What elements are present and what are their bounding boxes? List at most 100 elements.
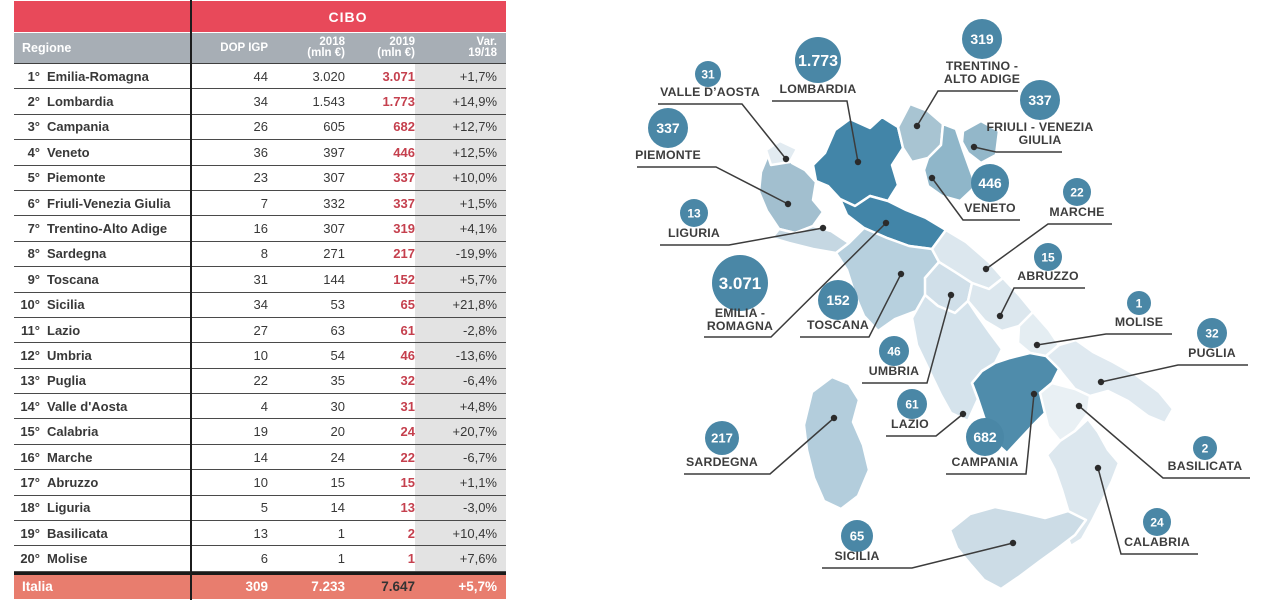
- region-name: Umbria: [47, 347, 92, 363]
- region-anchor-dot: [970, 143, 978, 151]
- leader-line: [916, 90, 1018, 127]
- leader-line: [822, 542, 1014, 569]
- table-row: 20° Molise 6 1 1 +7,6%: [14, 546, 506, 572]
- region-rank: 17°: [20, 474, 40, 490]
- region-name-cell: 2° Lombardia: [14, 89, 190, 113]
- dop-igp-count: 22: [253, 373, 268, 389]
- region-name-cell: 19° Basilicata: [14, 521, 190, 545]
- bubble-value: 13: [687, 206, 701, 220]
- region-rank: 11°: [21, 322, 40, 338]
- region-rank: 13°: [20, 373, 40, 389]
- bubble-value: 15: [1041, 250, 1055, 264]
- dop-igp-count: 7: [260, 195, 268, 211]
- map-callout-marche: 22 MARCHE: [982, 178, 1112, 273]
- value-2019: 46: [400, 347, 415, 363]
- region-name-cell: 10° Sicilia: [14, 293, 190, 317]
- value-2018: 1.543: [312, 94, 345, 110]
- value-2019: 2: [407, 525, 415, 541]
- value-bubble: [1143, 508, 1171, 536]
- region-label: CAMPANIA: [952, 455, 1019, 469]
- bubble-value: 24: [1150, 515, 1164, 529]
- ranking-table: CIBO Regione DOP IGP 2018 (mln €) 2019 (ml…: [14, 0, 506, 600]
- total-label: Italia: [22, 579, 53, 595]
- region-label: TOSCANA: [807, 318, 869, 332]
- value-2018: 397: [323, 144, 345, 160]
- region-label: GIULIA: [1019, 133, 1062, 147]
- region-label: CALABRIA: [1124, 535, 1190, 549]
- value-bubble: [680, 199, 708, 227]
- bubble-value: 61: [905, 397, 919, 411]
- dop-igp-count: 10: [253, 474, 268, 490]
- region-rank: 9°: [27, 271, 40, 287]
- value-2019: 337: [393, 170, 415, 186]
- region-anchor-dot: [1097, 378, 1105, 386]
- region-sicilia: [948, 505, 1088, 591]
- region-label: PUGLIA: [1188, 346, 1236, 360]
- value-bubble: [818, 280, 858, 320]
- region-anchor-dot: [1094, 464, 1102, 472]
- table-row: 10° Sicilia 34 53 65 +21,8%: [14, 292, 506, 318]
- region-rank: 16°: [20, 449, 40, 465]
- region-name-cell: 17° Abruzzo: [14, 470, 190, 494]
- region-anchor-dot: [1030, 390, 1038, 398]
- region-name-cell: 20° Molise: [14, 546, 190, 570]
- region-anchor-dot: [928, 174, 936, 182]
- value-2018: 35: [330, 373, 345, 389]
- dop-igp-count: 4: [260, 398, 268, 414]
- value-2019: 22: [400, 449, 415, 465]
- table-row: 9° Toscana 31 144 152 +5,7%: [14, 267, 506, 293]
- table-row: 13° Puglia 22 35 32 -6,4%: [14, 368, 506, 395]
- value-2019: 152: [393, 271, 415, 287]
- dop-igp-count: 13: [253, 525, 268, 541]
- value-bubble: [1127, 291, 1151, 315]
- region-anchor-dot: [784, 200, 792, 208]
- dop-igp-count: 31: [253, 271, 268, 287]
- leader-line: [684, 417, 835, 475]
- leader-line: [1078, 405, 1250, 479]
- region-label: LAZIO: [891, 417, 929, 431]
- value-2019: 65: [400, 297, 415, 313]
- value-2019: 31: [400, 398, 415, 414]
- variation-19-18: -2,8%: [423, 317, 506, 343]
- value-2019: 217: [393, 246, 415, 262]
- map-callout-puglia: 32 PUGLIA: [1097, 318, 1248, 386]
- region-name: Sicilia: [47, 297, 85, 313]
- map-callout-valle_aosta: 31 VALLE D’AOSTA: [658, 61, 790, 163]
- map-callout-basilicata: 2 BASILICATA: [1075, 402, 1250, 479]
- table-group-header: CIBO: [14, 1, 506, 32]
- bubble-value: 1: [1136, 296, 1143, 310]
- region-rank: 12°: [20, 347, 40, 363]
- region-anchor-dot: [819, 224, 827, 232]
- table-row: 16° Marche 14 24 22 -6,7%: [14, 444, 506, 471]
- region-name-cell: 8° Sardegna: [14, 242, 190, 266]
- variation-19-18: +1,5%: [423, 190, 506, 216]
- region-calabria: [1045, 417, 1121, 548]
- value-2018: 1: [337, 551, 345, 567]
- region-friuli: [960, 119, 1001, 165]
- map-callout-sicilia: 65 SICILIA: [822, 520, 1017, 569]
- map-callout-molise: 1 MOLISE: [1033, 291, 1172, 349]
- map-callout-piemonte: 337 PIEMONTE: [635, 108, 792, 208]
- leader-line: [800, 273, 902, 338]
- map-callout-sardegna: 217 SARDEGNA: [684, 414, 838, 475]
- region-rank: 19°: [20, 525, 40, 541]
- italy-map: 1.773 LOMBARDIA 31 VALLE D’AOSTA 319 TRENTINO…: [635, 19, 1250, 591]
- region-name: Trentino-Alto Adige: [47, 221, 168, 237]
- leader-line: [946, 393, 1035, 475]
- leader-line: [772, 100, 859, 163]
- bubble-value: 46: [887, 344, 901, 358]
- region-rank: 1°: [27, 68, 40, 84]
- region-name: Toscana: [47, 271, 99, 287]
- value-2018: 144: [323, 271, 345, 287]
- value-2019: 13: [400, 500, 415, 516]
- table-row: 11° Lazio 27 63 61 -2,8%: [14, 317, 506, 344]
- region-anchor-dot: [830, 414, 838, 422]
- region-rank: 8°: [27, 246, 40, 262]
- region-anchor-dot: [882, 219, 890, 227]
- table-body: 1° Emilia-Romagna 44 3.020 3.071 +1,7% 2° Lomba…: [14, 64, 506, 572]
- region-name: Piemonte: [47, 170, 106, 186]
- region-name-cell: 15° Calabria: [14, 419, 190, 443]
- dop-igp-count: 10: [253, 347, 268, 363]
- table-row: 3° Campania 26 605 682 +12,7%: [14, 114, 506, 141]
